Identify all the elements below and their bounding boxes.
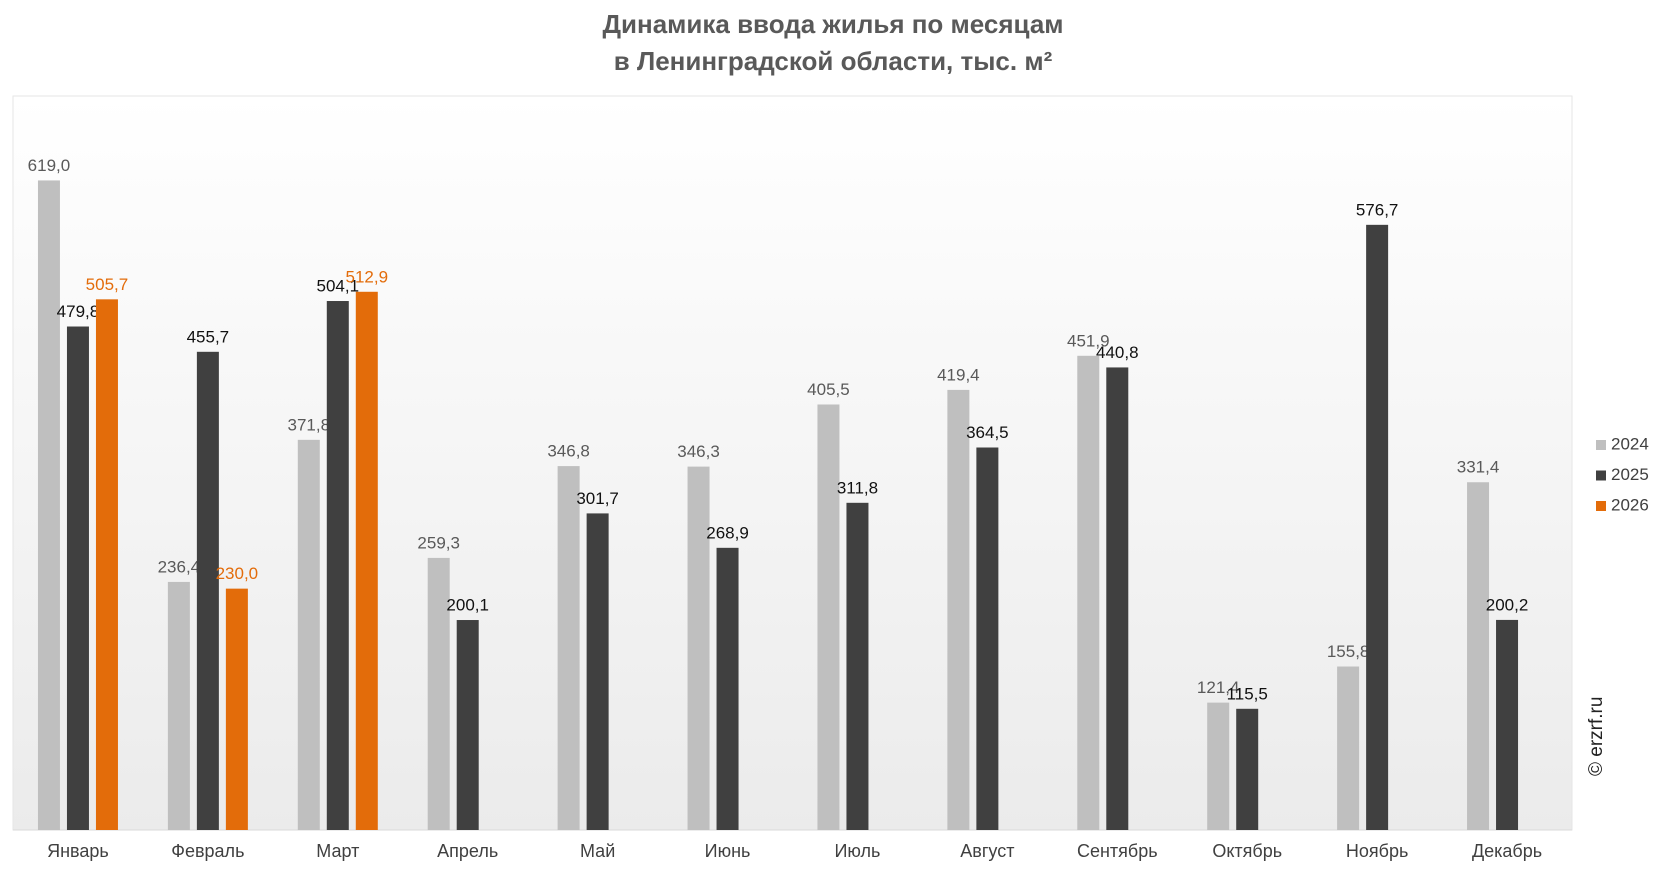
value-label: 155,8	[1327, 642, 1370, 661]
value-label: 311,8	[837, 478, 878, 497]
value-label: 576,7	[1356, 200, 1399, 219]
bar	[1236, 708, 1259, 830]
value-label: 419,4	[937, 365, 980, 384]
x-tick-label: Май	[580, 841, 615, 861]
x-tick-label: Февраль	[171, 841, 244, 861]
value-label: 230,0	[216, 564, 259, 583]
bar	[1467, 482, 1490, 830]
bar	[687, 466, 710, 830]
value-label: 505,7	[86, 275, 129, 294]
value-label: 504,1	[317, 276, 360, 295]
legend-label: 2025	[1611, 465, 1649, 484]
value-label: 115,5	[1227, 684, 1268, 703]
bar	[355, 291, 378, 830]
chart-title: Динамика ввода жилья по месяцам	[602, 9, 1063, 39]
x-tick-label: Июль	[834, 841, 880, 861]
value-label: 268,9	[706, 523, 749, 542]
bar	[1207, 702, 1230, 830]
bar	[557, 466, 580, 830]
bar	[37, 180, 60, 830]
bar	[976, 447, 999, 830]
value-label: 301,7	[576, 489, 619, 508]
value-label: 479,8	[57, 302, 100, 321]
legend-swatch	[1596, 470, 1606, 481]
value-label: 440,8	[1096, 343, 1139, 362]
bar	[1077, 355, 1100, 830]
value-label: 455,7	[187, 327, 230, 346]
value-label: 346,8	[547, 442, 590, 461]
plot-area	[12, 95, 1573, 831]
value-label: 364,5	[966, 423, 1009, 442]
value-label: 200,2	[1486, 595, 1529, 614]
value-label: 451,9	[1067, 331, 1110, 350]
bar	[66, 326, 89, 830]
legend-swatch	[1596, 501, 1606, 511]
value-label: 512,9	[346, 267, 389, 286]
value-label: 200,1	[446, 596, 489, 615]
bar	[1337, 666, 1360, 830]
bar	[297, 439, 320, 830]
legend-label: 2024	[1611, 434, 1649, 453]
value-label: 236,4	[158, 557, 201, 576]
value-label: 619,0	[28, 156, 71, 175]
value-label: 405,5	[807, 380, 850, 399]
value-label: 371,8	[288, 415, 331, 434]
value-label: 346,3	[677, 442, 720, 461]
bar	[196, 351, 219, 830]
legend-label: 2026	[1611, 495, 1649, 514]
x-tick-label: Декабрь	[1472, 841, 1542, 861]
bar	[326, 301, 349, 830]
bar	[1496, 619, 1519, 830]
bar	[846, 502, 869, 830]
bar	[456, 620, 479, 830]
bar	[947, 389, 970, 830]
bar	[817, 404, 840, 830]
x-tick-label: Июнь	[705, 841, 751, 861]
bar	[427, 557, 450, 830]
value-label: 121,4	[1197, 678, 1240, 697]
x-tick-label: Ноябрь	[1346, 841, 1408, 861]
x-tick-label: Март	[316, 841, 359, 861]
bar	[1106, 367, 1129, 830]
bar	[95, 299, 118, 830]
chart-title: в Ленинградской области, тыс. м²	[614, 46, 1053, 76]
x-tick-label: Август	[960, 841, 1014, 861]
value-label: 259,3	[417, 533, 460, 552]
bar	[1366, 224, 1389, 830]
x-tick-label: Апрель	[437, 841, 498, 861]
x-tick-label: Январь	[47, 841, 109, 861]
bar	[167, 581, 190, 830]
x-tick-label: Сентябрь	[1077, 841, 1158, 861]
watermark: © erzrf.ru	[1586, 697, 1607, 776]
x-tick-label: Октябрь	[1212, 841, 1282, 861]
value-label: 331,4	[1457, 458, 1500, 477]
bar	[586, 513, 609, 830]
legend-swatch	[1596, 440, 1606, 450]
bar	[225, 588, 248, 830]
bar	[716, 547, 739, 830]
